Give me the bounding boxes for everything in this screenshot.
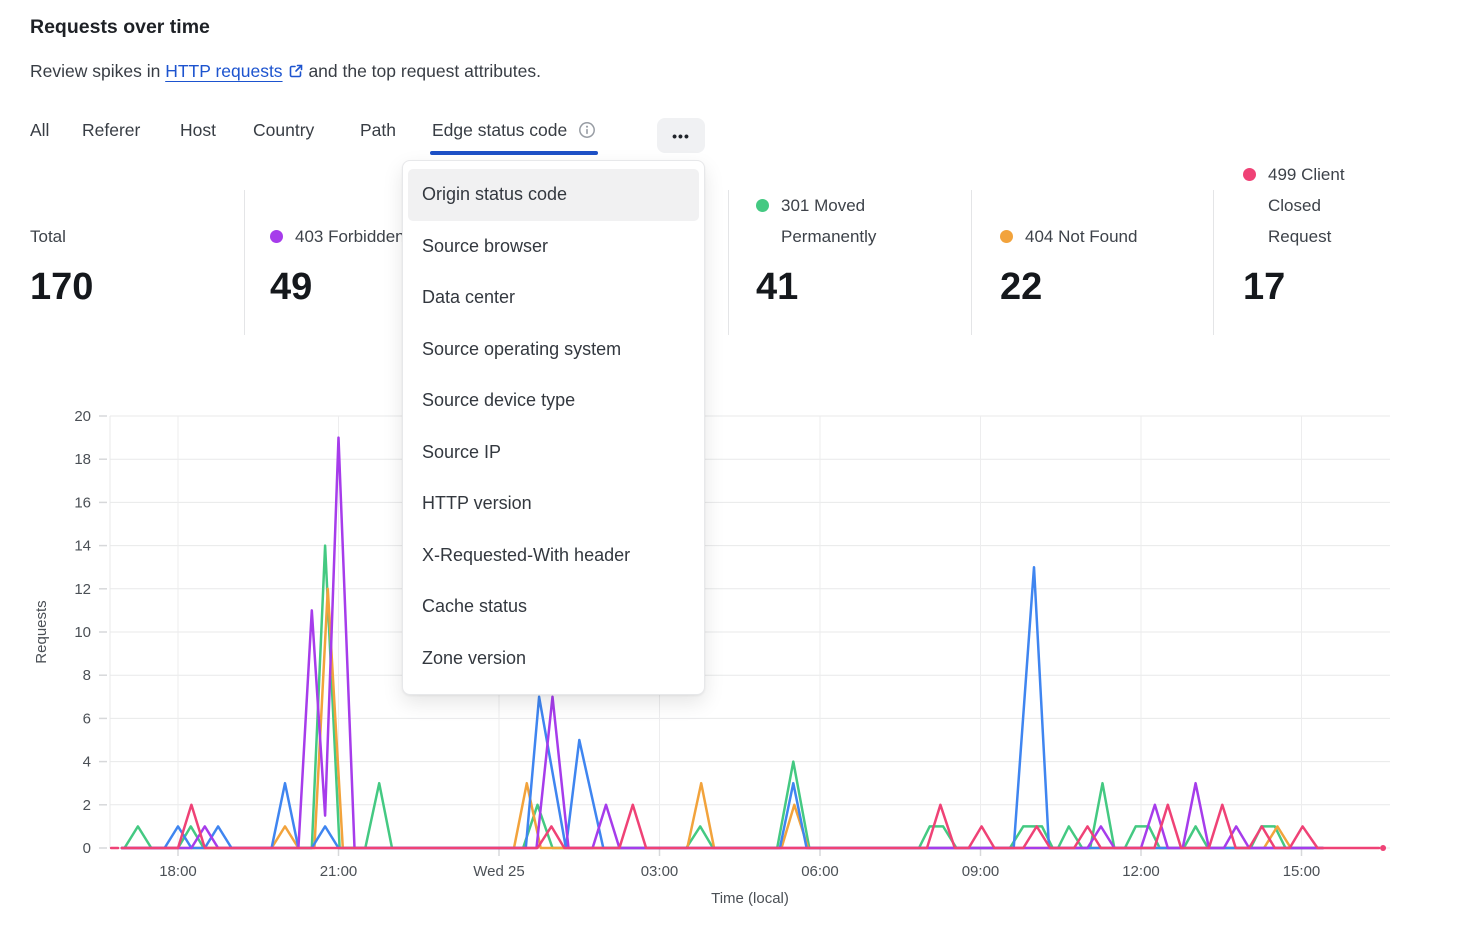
stat-403-forbidden: 403 Forbidden 49: [270, 190, 415, 306]
stat-301-moved-permanently: 301 Moved Permanently 41: [756, 190, 901, 306]
tab-edge-status-code[interactable]: Edge status code: [429, 120, 599, 155]
svg-text:Requests: Requests: [33, 600, 50, 663]
external-link-icon: [288, 63, 304, 84]
stat-value: 41: [756, 266, 799, 308]
stat-label: 403 Forbidden: [295, 227, 405, 246]
subtitle-suffix: and the top request attributes.: [308, 61, 541, 81]
svg-text:12:00: 12:00: [1122, 863, 1160, 880]
stat-total: Total 170: [30, 190, 190, 306]
menu-item-data-center[interactable]: Data center: [422, 287, 516, 308]
svg-text:10: 10: [74, 624, 91, 641]
svg-text:21:00: 21:00: [320, 863, 358, 880]
menu-item-origin-status-code[interactable]: Origin status code: [408, 169, 699, 221]
svg-text:4: 4: [83, 754, 91, 771]
stat-value: 49: [270, 266, 313, 308]
stat-label: Total: [30, 227, 66, 246]
stat-divider: [244, 190, 245, 335]
series-dot-301: [756, 199, 769, 212]
stat-label: 301 Moved Permanently: [781, 196, 877, 246]
tab-host[interactable]: Host: [180, 120, 216, 140]
menu-item-source-ip[interactable]: Source IP: [422, 441, 502, 462]
series-dot-499: [1243, 168, 1256, 181]
tab-country[interactable]: Country: [253, 120, 315, 140]
menu-item-source-browser[interactable]: Source browser: [422, 235, 549, 256]
tab-referer[interactable]: Referer: [82, 120, 141, 140]
svg-text:14: 14: [74, 538, 91, 555]
svg-text:12: 12: [74, 581, 91, 598]
stat-divider: [728, 190, 729, 335]
stat-value: 170: [30, 266, 94, 308]
menu-item-source-device-type[interactable]: Source device type: [422, 390, 576, 411]
svg-text:18:00: 18:00: [159, 863, 197, 880]
subtitle: Review spikes in HTTP requests and the t…: [30, 61, 541, 84]
requests-over-time-chart: 0 2 4 6 8 10 12 14 16 18 20 18:00 21:00 Wed 25 03:00 06…: [33, 408, 1390, 907]
menu-item-zone-version[interactable]: Zone version: [422, 647, 527, 668]
svg-text:18: 18: [74, 451, 91, 468]
stat-label: 499 Client Closed Request: [1268, 165, 1345, 246]
menu-item-cache-status[interactable]: Cache status: [422, 596, 528, 617]
svg-text:20: 20: [74, 408, 91, 425]
attribute-dropdown-menu: Origin status code Source browser Data c…: [402, 160, 705, 695]
page-title: Requests over time: [30, 16, 210, 38]
stat-label: 404 Not Found: [1025, 227, 1138, 246]
stat-499-client-closed-request: 499 Client Closed Request 17: [1243, 165, 1388, 308]
stat-divider: [971, 190, 972, 335]
svg-text:09:00: 09:00: [962, 863, 1000, 880]
svg-text:0: 0: [83, 840, 91, 857]
tab-all[interactable]: All: [30, 120, 50, 140]
info-icon[interactable]: [578, 121, 596, 144]
menu-item-http-version[interactable]: HTTP version: [422, 493, 532, 514]
svg-text:8: 8: [83, 667, 91, 684]
svg-text:2: 2: [83, 797, 91, 814]
menu-item-x-requested-with-header[interactable]: X-Requested-With header: [422, 544, 631, 565]
stat-404-not-found: 404 Not Found 22: [1000, 190, 1145, 306]
svg-text:06:00: 06:00: [801, 863, 839, 880]
more-tabs-button[interactable]: •••: [657, 118, 705, 153]
series-dot-404: [1000, 230, 1013, 243]
stat-value: 17: [1243, 266, 1286, 308]
subtitle-prefix: Review spikes in: [30, 61, 161, 81]
svg-text:15:00: 15:00: [1283, 863, 1321, 880]
stat-divider: [1213, 190, 1214, 335]
svg-text:Wed 25: Wed 25: [473, 863, 524, 880]
svg-text:16: 16: [74, 494, 91, 511]
tab-path[interactable]: Path: [360, 120, 396, 140]
svg-text:6: 6: [83, 710, 91, 727]
series-dot-403: [270, 230, 283, 243]
svg-text:Time (local): Time (local): [711, 890, 789, 907]
stat-value: 22: [1000, 266, 1043, 308]
menu-item-source-operating-system[interactable]: Source operating system: [422, 338, 622, 359]
http-requests-link[interactable]: HTTP requests: [165, 61, 283, 81]
svg-text:03:00: 03:00: [641, 863, 679, 880]
